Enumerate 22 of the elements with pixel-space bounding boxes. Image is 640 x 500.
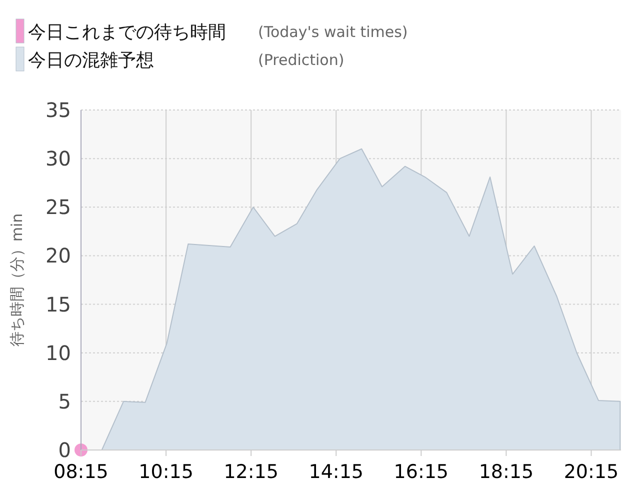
y-tick-label: 30 [46, 146, 71, 171]
x-tick-label: 20:15 [564, 461, 619, 483]
y-tick-label: 0 [58, 438, 71, 462]
x-tick-label: 18:15 [478, 461, 534, 483]
y-tick-label: 10 [46, 340, 71, 365]
x-tick-label: 14:15 [308, 461, 364, 483]
text: (Prediction) [258, 51, 344, 69]
y-tick-label: 20 [46, 244, 71, 268]
legend-label: 今日これまでの待ち時間 [28, 22, 226, 43]
y-tick-label: 35 [46, 98, 71, 122]
y-tick-label: 15 [46, 292, 71, 316]
y-tick-label: 5 [58, 389, 71, 414]
x-tick-label: 10:15 [138, 461, 194, 483]
legend-label: 今日の混雑予想 [28, 50, 154, 71]
text: (Today's wait times) [258, 23, 408, 41]
y-axis-title: 待ち時間（分）min [8, 213, 26, 347]
y-tick-label: 25 [46, 195, 71, 220]
legend-item: 今日これまでの待ち時間 [16, 18, 226, 44]
x-tick-label: 12:15 [224, 461, 278, 483]
x-tick-label: 16:15 [394, 461, 449, 483]
legend-item: 今日の混雑予想 [16, 46, 154, 72]
x-tick-label: 08:15 [54, 461, 108, 483]
